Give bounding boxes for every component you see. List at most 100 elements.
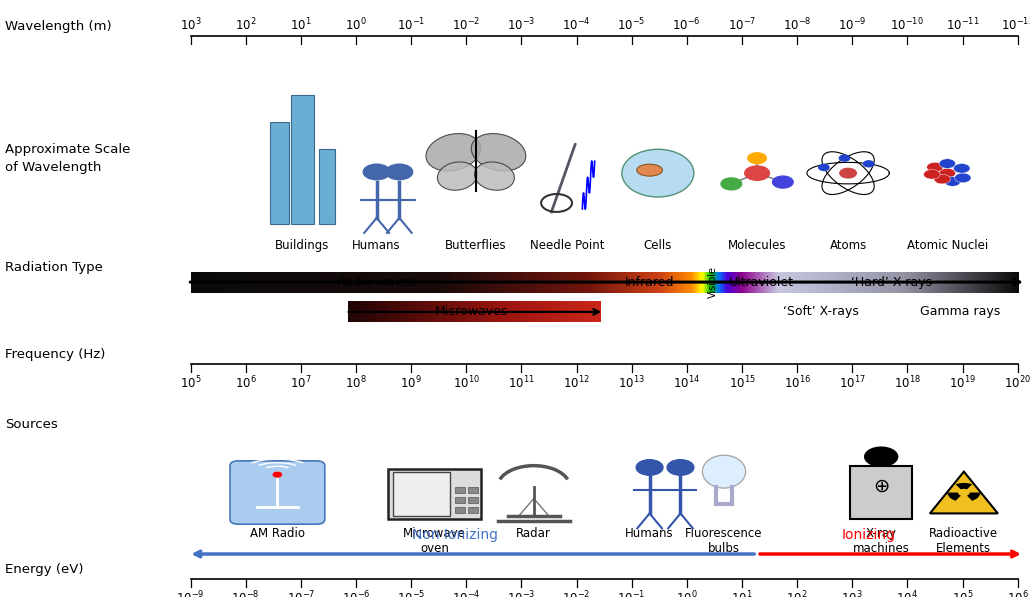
Text: 10$^{12}$: 10$^{12}$ — [563, 374, 590, 391]
Text: Fluorescence
bulbs: Fluorescence bulbs — [685, 527, 763, 555]
Text: 10$^{-7}$: 10$^{-7}$ — [286, 589, 315, 597]
Text: 10$^{9}$: 10$^{9}$ — [401, 374, 422, 391]
Text: Microwaves: Microwaves — [435, 306, 509, 318]
FancyBboxPatch shape — [318, 149, 335, 224]
Text: 10$^{-12}$: 10$^{-12}$ — [1001, 16, 1030, 33]
Ellipse shape — [426, 134, 481, 171]
Bar — [455, 497, 466, 503]
Text: ‘Soft’ X-rays: ‘Soft’ X-rays — [783, 306, 859, 318]
Text: 10$^{10}$: 10$^{10}$ — [453, 374, 480, 391]
Wedge shape — [956, 483, 972, 493]
Circle shape — [924, 170, 940, 179]
Text: 10$^{18}$: 10$^{18}$ — [894, 374, 921, 391]
Circle shape — [364, 164, 390, 180]
Ellipse shape — [622, 149, 694, 197]
Circle shape — [637, 460, 663, 475]
Circle shape — [667, 460, 694, 475]
Text: 10$^{-6}$: 10$^{-6}$ — [673, 16, 701, 33]
Circle shape — [748, 153, 766, 164]
Text: Wavelength (m): Wavelength (m) — [5, 20, 112, 33]
Ellipse shape — [637, 164, 662, 176]
Text: 10$^{0}$: 10$^{0}$ — [345, 16, 367, 33]
Bar — [455, 507, 466, 513]
Text: 10$^{-3}$: 10$^{-3}$ — [507, 589, 536, 597]
Text: Infrared: Infrared — [625, 276, 675, 288]
FancyBboxPatch shape — [393, 472, 450, 516]
Text: 10$^{2}$: 10$^{2}$ — [786, 589, 808, 597]
FancyBboxPatch shape — [388, 469, 481, 519]
Text: Non Ionizing: Non Ionizing — [412, 528, 499, 542]
Text: Ionizing: Ionizing — [842, 528, 896, 542]
Text: Radar: Radar — [516, 527, 551, 540]
Text: Atomic Nuclei: Atomic Nuclei — [906, 239, 988, 252]
Text: 10$^{3}$: 10$^{3}$ — [180, 16, 201, 33]
Text: 10$^{6}$: 10$^{6}$ — [235, 374, 256, 391]
Text: ⊕: ⊕ — [873, 477, 889, 496]
Text: 10$^{1}$: 10$^{1}$ — [290, 16, 312, 33]
Text: Sources: Sources — [5, 418, 58, 431]
Text: 10$^{-3}$: 10$^{-3}$ — [507, 16, 536, 33]
Circle shape — [865, 447, 898, 466]
Circle shape — [927, 162, 943, 172]
Circle shape — [772, 176, 793, 188]
Circle shape — [386, 164, 413, 180]
Text: 10$^{8}$: 10$^{8}$ — [345, 374, 367, 391]
Text: 10$^{2}$: 10$^{2}$ — [235, 16, 256, 33]
Text: 10$^{3}$: 10$^{3}$ — [842, 589, 863, 597]
Text: 10$^{-9}$: 10$^{-9}$ — [838, 16, 866, 33]
Text: 10$^{6}$: 10$^{6}$ — [1006, 589, 1029, 597]
FancyBboxPatch shape — [270, 122, 288, 224]
Circle shape — [839, 155, 850, 161]
Text: 10$^{-11}$: 10$^{-11}$ — [946, 16, 980, 33]
Circle shape — [955, 173, 971, 183]
Text: 10$^{-1}$: 10$^{-1}$ — [617, 589, 646, 597]
Text: Humans: Humans — [352, 239, 401, 252]
Text: 10$^{15}$: 10$^{15}$ — [728, 374, 755, 391]
Text: 10$^{-4}$: 10$^{-4}$ — [452, 589, 481, 597]
Bar — [468, 487, 478, 493]
Text: Visible: Visible — [709, 266, 718, 298]
Text: 10$^{-10}$: 10$^{-10}$ — [891, 16, 924, 33]
Text: Molecules: Molecules — [728, 239, 786, 252]
Text: 10$^{5}$: 10$^{5}$ — [952, 589, 973, 597]
Text: 10$^{-7}$: 10$^{-7}$ — [728, 16, 756, 33]
Text: 10$^{0}$: 10$^{0}$ — [676, 589, 697, 597]
Text: Radiation Type: Radiation Type — [5, 261, 103, 273]
Circle shape — [721, 178, 742, 190]
Bar — [468, 507, 478, 513]
Text: 10$^{20}$: 10$^{20}$ — [1004, 374, 1030, 391]
Text: 10$^{-8}$: 10$^{-8}$ — [232, 589, 260, 597]
FancyBboxPatch shape — [851, 466, 913, 519]
Bar — [468, 497, 478, 503]
Text: Ultraviolet: Ultraviolet — [729, 276, 794, 288]
Text: 10$^{5}$: 10$^{5}$ — [180, 374, 201, 391]
Text: 10$^{17}$: 10$^{17}$ — [838, 374, 865, 391]
Text: Butterflies: Butterflies — [445, 239, 507, 252]
Text: Needle Point: Needle Point — [529, 239, 605, 252]
Circle shape — [839, 168, 856, 178]
Text: ‘Hard’ X-rays: ‘Hard’ X-rays — [852, 276, 932, 288]
Text: 10$^{-5}$: 10$^{-5}$ — [617, 16, 646, 33]
Wedge shape — [964, 493, 981, 501]
Text: Buildings: Buildings — [275, 239, 330, 252]
Text: 10$^{-1}$: 10$^{-1}$ — [397, 16, 425, 33]
Ellipse shape — [702, 455, 746, 488]
Text: 10$^{-2}$: 10$^{-2}$ — [562, 589, 591, 597]
Circle shape — [273, 472, 281, 477]
Circle shape — [745, 166, 769, 180]
Circle shape — [945, 177, 961, 186]
FancyBboxPatch shape — [230, 461, 324, 524]
Text: AM Radio: AM Radio — [250, 527, 305, 540]
Text: 10$^{1}$: 10$^{1}$ — [731, 589, 753, 597]
Text: 10$^{11}$: 10$^{11}$ — [508, 374, 535, 391]
Circle shape — [934, 174, 951, 184]
Text: 10$^{-9}$: 10$^{-9}$ — [176, 589, 205, 597]
Text: Approximate Scale
of Wavelength: Approximate Scale of Wavelength — [5, 143, 131, 174]
Circle shape — [959, 490, 969, 496]
Text: Cells: Cells — [644, 239, 672, 252]
Text: Radioactive
Elements: Radioactive Elements — [929, 527, 998, 555]
Circle shape — [819, 164, 829, 170]
Bar — [455, 487, 466, 493]
Ellipse shape — [472, 134, 526, 171]
Text: 10$^{-8}$: 10$^{-8}$ — [783, 16, 812, 33]
